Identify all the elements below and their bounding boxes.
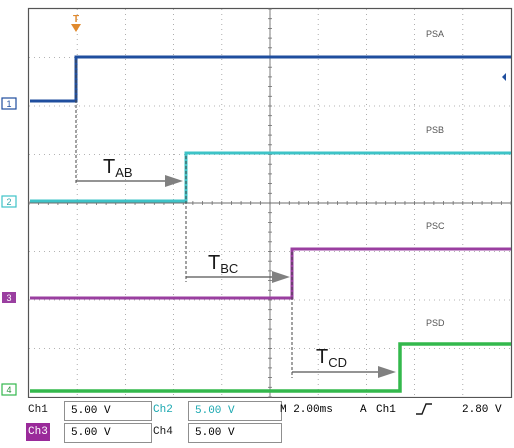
ch2-scale[interactable]: 5.00 V: [188, 401, 282, 421]
delay-label-bc: TBC: [208, 252, 238, 276]
delay-arrow-bc: [186, 271, 290, 283]
trigger-source[interactable]: Ch1: [376, 404, 396, 416]
oscilloscope-screen: T 1 2 3 4 PSA PSB PSC PSD T: [1, 7, 513, 398]
delay-label-ab: TAB: [103, 156, 133, 180]
channel-marker-3[interactable]: 3: [2, 292, 16, 303]
ch4-scale[interactable]: 5.00 V: [188, 423, 282, 443]
ch1-label[interactable]: Ch1: [28, 404, 48, 416]
rising-edge-icon: [414, 401, 438, 419]
ch4-label[interactable]: Ch4: [153, 426, 173, 438]
channel-marker-2-label: 2: [6, 197, 11, 207]
delay-label-cd: TCD: [316, 346, 347, 370]
channel-marker-1-label: 1: [6, 99, 11, 109]
channel-marker-3-label: 3: [6, 293, 11, 303]
trigger-marker-label: T: [73, 14, 79, 25]
ch1-scale[interactable]: 5.00 V: [64, 401, 152, 421]
trace-ch4: [30, 342, 511, 393]
delay-arrow-cd: [292, 366, 396, 378]
delay-arrow-ab: [76, 175, 183, 187]
channel-marker-2[interactable]: 2: [1, 195, 17, 208]
trigger-level[interactable]: 2.80 V: [462, 404, 502, 416]
reference-marker-icon: [502, 73, 506, 81]
ch2-label[interactable]: Ch2: [153, 404, 173, 416]
trace-label-psd: PSD: [426, 318, 445, 328]
trace-label-psb: PSB: [426, 125, 444, 135]
channel-marker-4-label: 4: [6, 385, 11, 395]
ch3-label[interactable]: Ch3: [26, 423, 50, 441]
channel-marker-4[interactable]: 4: [1, 383, 17, 396]
trace-ch1: [30, 55, 511, 103]
status-bar: Ch1 5.00 V Ch2 5.00 V M 2.00ms A Ch1 2.8…: [24, 399, 514, 445]
channel-marker-1[interactable]: 1: [1, 97, 17, 110]
trigger-mode[interactable]: A: [360, 404, 367, 416]
trace-label-psc: PSC: [426, 221, 445, 231]
timebase[interactable]: M 2.00ms: [280, 404, 333, 416]
trigger-marker: T: [71, 14, 81, 32]
trace-label-psa: PSA: [426, 29, 444, 39]
ch3-scale[interactable]: 5.00 V: [64, 423, 152, 443]
